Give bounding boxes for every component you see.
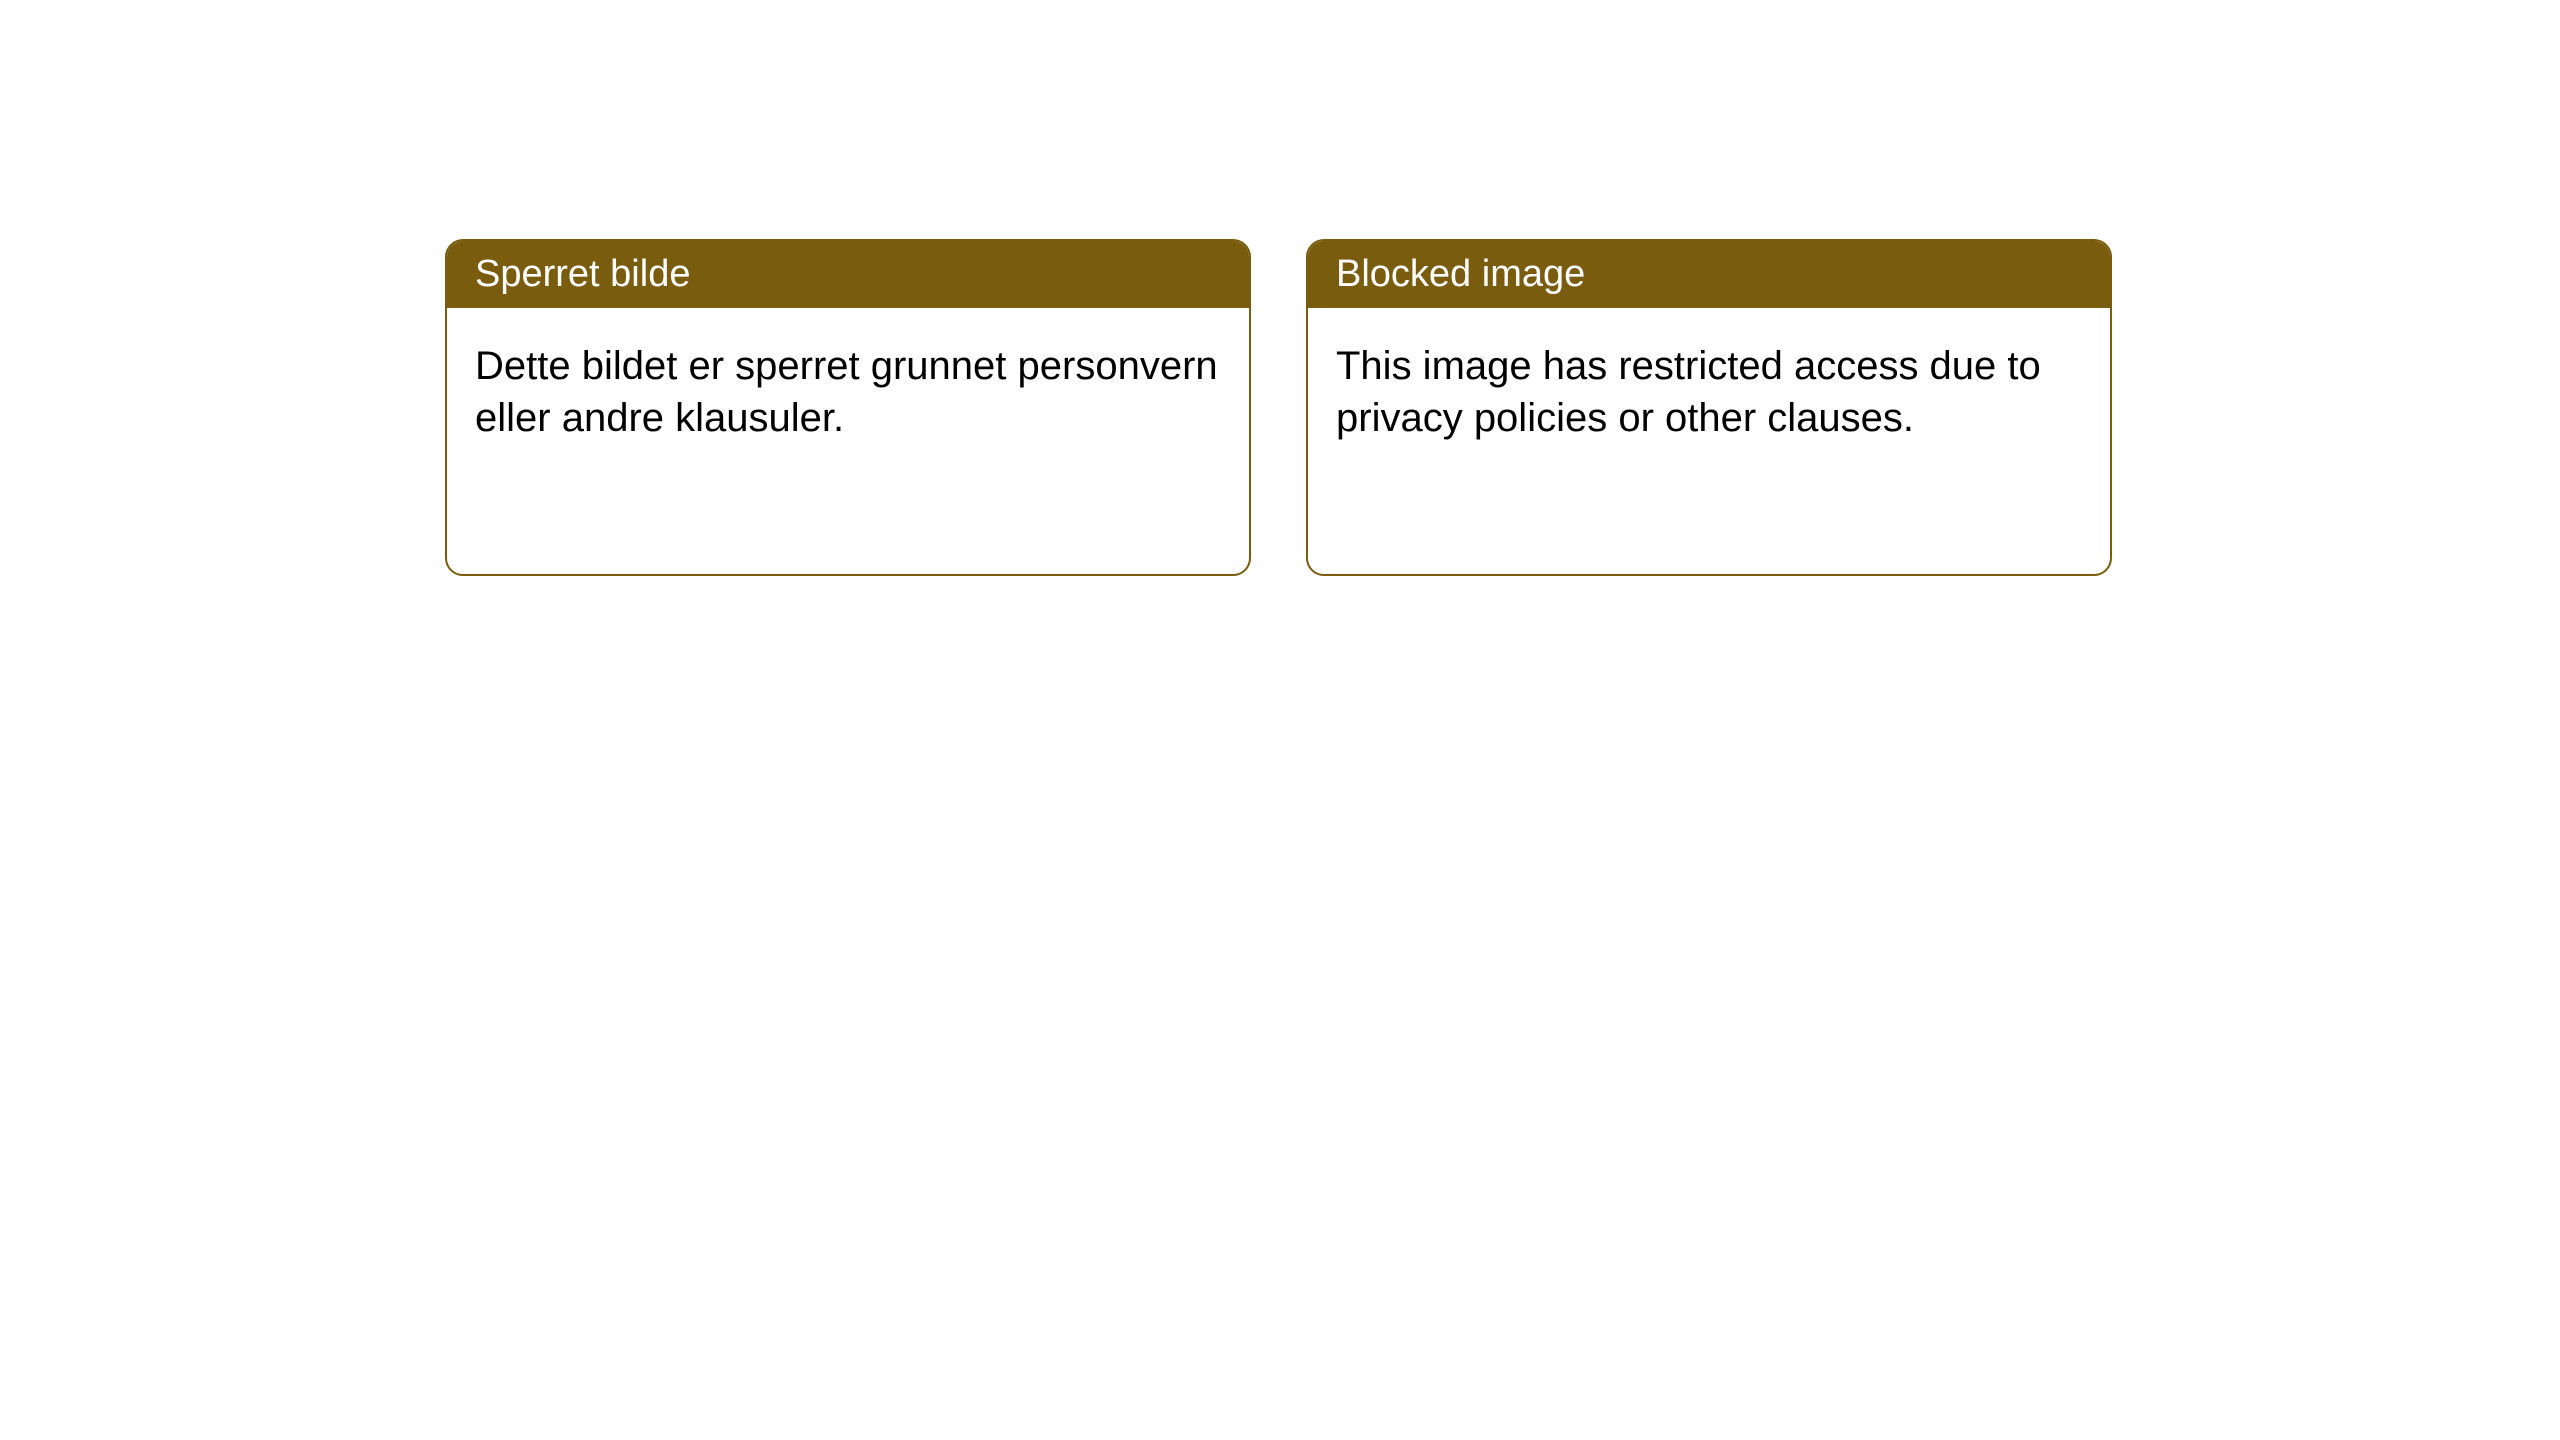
notice-card-english: Blocked image This image has restricted … [1306, 239, 2112, 576]
notice-body: This image has restricted access due to … [1308, 308, 2110, 476]
notice-header: Sperret bilde [447, 241, 1249, 308]
notice-header: Blocked image [1308, 241, 2110, 308]
notice-body: Dette bildet er sperret grunnet personve… [447, 308, 1249, 476]
notice-card-norwegian: Sperret bilde Dette bildet er sperret gr… [445, 239, 1251, 576]
blocked-image-notices: Sperret bilde Dette bildet er sperret gr… [445, 239, 2112, 576]
